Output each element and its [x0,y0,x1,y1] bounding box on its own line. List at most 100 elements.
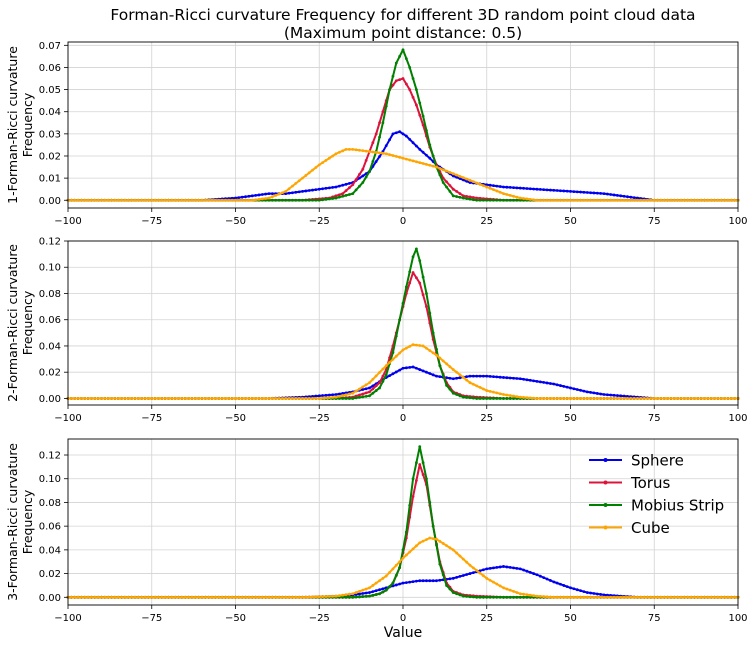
x-tick-label: −75 [141,216,162,227]
data-point [549,188,552,192]
data-point [482,387,485,391]
data-point [592,391,596,395]
data-point [502,393,505,396]
data-point [448,587,452,591]
x-tick-label: 0 [400,613,406,624]
data-point [264,595,268,599]
data-point [418,113,422,117]
data-point [264,397,268,400]
data-point [626,595,629,599]
data-point [498,185,502,188]
data-point [270,595,274,599]
data-point [93,397,97,400]
data-point [294,182,298,185]
data-point [217,198,221,202]
data-point [287,397,291,400]
data-point [642,198,646,202]
data-point [180,198,184,202]
data-point [595,198,599,202]
data-point [415,479,418,482]
figure-title-line-2: (Maximum point distance: 0.5) [284,24,522,42]
data-point [250,198,254,202]
data-point [431,331,435,335]
data-point [582,190,586,194]
data-point [518,198,522,202]
data-point [90,198,93,202]
data-point [411,271,415,274]
data-point [321,161,324,165]
data-point [515,186,519,190]
data-point [508,186,512,189]
data-point [240,397,244,400]
data-point [699,595,703,599]
data-point [210,397,214,400]
data-point [542,198,546,202]
data-point [274,595,278,599]
data-point [190,198,194,202]
data-point [398,368,402,372]
data-point [431,373,435,377]
data-point [451,174,455,178]
data-point [599,595,603,599]
data-point [384,574,388,578]
data-point [408,580,412,584]
data-point [636,595,639,599]
data-point [244,195,247,199]
data-point [565,585,569,589]
data-point [291,595,294,599]
data-point [404,285,408,289]
data-point [418,259,422,263]
data-point [227,397,231,400]
data-point [579,589,582,593]
data-point [73,397,77,400]
data-point [723,595,726,599]
data-point [592,397,596,400]
data-point [220,198,224,202]
data-point [683,198,686,202]
data-point [160,397,164,400]
data-point [458,192,462,196]
data-point [572,190,576,194]
data-point [374,581,378,585]
data-point [733,198,737,202]
data-point [371,150,375,154]
data-point [595,595,599,599]
data-point [538,380,542,384]
data-point [448,577,452,581]
data-point [230,595,234,599]
data-point [297,190,301,194]
data-point [163,397,167,400]
data-point [415,276,418,280]
data-point [616,198,619,202]
data-point [502,192,505,196]
data-point [672,595,676,599]
data-point [709,397,713,400]
data-point [391,132,395,136]
data-point [391,567,395,571]
subplots: −100 −75 −50 −25 0 25 50 75 100 0.00 0.01 0.02 0.03 0… [5,41,748,624]
data-point [284,595,288,599]
data-point [555,198,559,202]
data-point [602,593,606,597]
data-point [304,198,308,202]
data-point [371,593,375,597]
data-point [733,595,737,599]
data-point [197,397,201,400]
data-point [415,247,418,251]
data-point [364,391,368,395]
data-point [398,566,402,570]
data-point [421,539,425,543]
data-point [83,397,87,400]
data-point [136,397,140,400]
data-point [485,567,489,571]
data-point [398,78,402,82]
data-point [391,357,395,361]
data-point [324,159,328,162]
data-point [575,588,579,592]
data-point [703,198,706,202]
data-point [388,570,391,574]
data-point [277,595,281,599]
data-point [274,193,278,197]
data-point [709,595,713,599]
data-point [344,593,348,597]
